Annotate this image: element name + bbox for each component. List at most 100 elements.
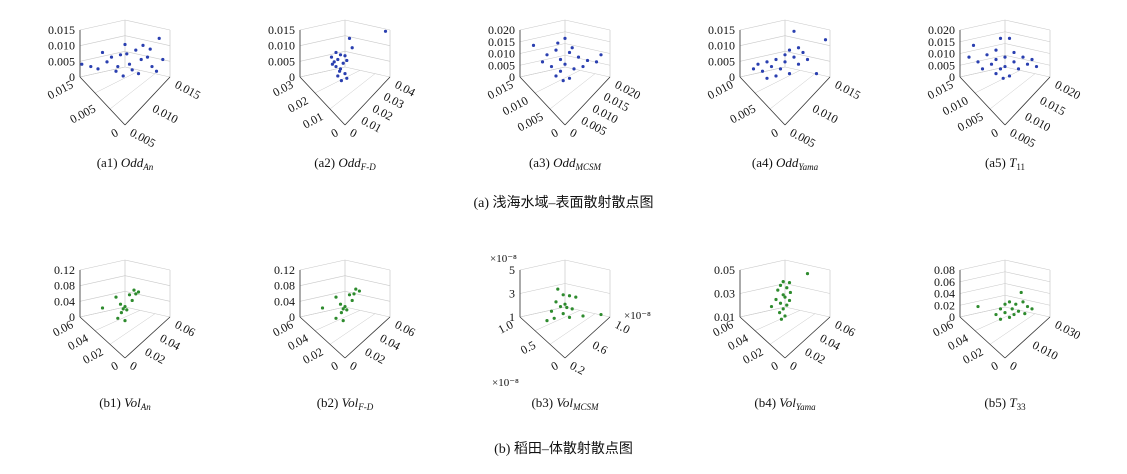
scatter-point <box>123 319 127 323</box>
scatter-point <box>778 283 783 287</box>
z-tick-label: 0.06 <box>934 275 955 289</box>
grid-line <box>1004 66 1051 78</box>
left-axis <box>299 316 346 359</box>
panel-caption-sub: MCSM <box>573 402 599 412</box>
left-tick-label: 0 <box>109 358 121 373</box>
z-tick-label: 0.04 <box>934 287 955 301</box>
grid-line <box>534 70 581 94</box>
scatter-point <box>567 315 572 319</box>
scatter-point <box>581 314 585 318</box>
z-tick-label: 0 <box>949 70 955 84</box>
z-scale-label: ×10⁻⁸ <box>490 253 517 265</box>
right-axis <box>344 316 391 359</box>
scatter-point <box>967 55 971 59</box>
right-tick-label: 0.010 <box>810 101 840 126</box>
panel-caption-base: Vol <box>124 395 141 410</box>
grid-line <box>94 70 141 94</box>
scatter-point <box>1012 50 1016 55</box>
scatter-point <box>788 290 793 295</box>
scatter-point <box>781 280 785 284</box>
right-axis <box>784 76 831 126</box>
scatter-point <box>563 302 567 306</box>
scatter-point <box>783 295 787 299</box>
left-tick-label: 0 <box>769 125 781 140</box>
left-tick-label: 0 <box>769 358 781 373</box>
panel-1-3: 0.050.030.010.060.040.02 00.060.040.020 <box>710 259 858 373</box>
scatter-point <box>994 48 998 52</box>
scatter-point <box>985 53 989 57</box>
left-tick-label: 0 <box>549 358 561 373</box>
grid-line <box>1004 54 1051 66</box>
scatter-point <box>123 42 127 47</box>
scatter-point <box>545 319 549 323</box>
scatter-point <box>1003 311 1007 315</box>
grid-line <box>989 73 1036 110</box>
grid-line <box>299 275 346 286</box>
grid-line <box>124 291 171 302</box>
grid-line <box>959 54 1006 66</box>
scatter-point <box>1007 74 1012 78</box>
scatter-point <box>760 69 765 73</box>
panel-caption-base: Vol <box>341 395 359 410</box>
scatter-point <box>554 300 558 304</box>
scatter-point <box>1003 302 1007 306</box>
right-scale-label: ×10⁻⁸ <box>624 310 651 322</box>
grid-line <box>739 283 786 294</box>
scatter-point <box>554 48 558 52</box>
grid-line <box>959 66 1006 78</box>
z-tick-label: 0 <box>729 70 735 84</box>
scatter-point <box>320 306 325 310</box>
grid-line <box>769 313 816 345</box>
z-tick-label: 0.05 <box>714 263 735 277</box>
grid-line <box>124 19 171 31</box>
grid-line <box>79 19 126 31</box>
scatter-point <box>756 62 760 66</box>
panel-caption: (b1) VolAn <box>35 395 215 412</box>
grid-line <box>299 19 346 31</box>
scatter-point <box>774 74 778 78</box>
left-tick-label: 0.005 <box>515 109 545 134</box>
scatter-point <box>121 74 125 78</box>
right-tick-label: 0.010 <box>1030 338 1060 363</box>
scatter-point <box>1010 307 1014 311</box>
grid-line <box>344 35 391 46</box>
left-tick-label: 0.005 <box>727 101 757 126</box>
scatter-point <box>109 55 114 59</box>
z-tick-label: 0.005 <box>488 58 515 72</box>
scatter-point <box>1021 300 1025 304</box>
scatter-point <box>778 301 783 305</box>
panel-0-3: 0.0150.0100.00500.0100.00500.0150.0100.0… <box>705 19 863 150</box>
grid-line <box>344 259 391 271</box>
panel-caption-base: Odd <box>776 155 799 170</box>
right-tick-label: 0.06 <box>393 317 418 339</box>
z-tick-label: 0.015 <box>48 23 75 37</box>
grid-line <box>1004 283 1051 294</box>
scatter-point <box>785 286 789 290</box>
right-tick-label: 0 <box>128 358 140 373</box>
panel-caption-sub: F-D <box>358 402 374 412</box>
scatter-point <box>1003 64 1007 69</box>
grid-line <box>79 275 126 286</box>
scatter-point <box>783 314 787 318</box>
scatter-point <box>783 60 787 64</box>
panel-caption-base: Odd <box>338 155 361 170</box>
scatter-point <box>161 57 165 62</box>
z-tick-label: 3 <box>509 287 515 301</box>
scatter-point <box>338 53 343 57</box>
right-axis <box>564 76 611 126</box>
grid-line <box>564 43 611 54</box>
grid-line <box>769 73 816 110</box>
grid-line <box>959 43 1006 54</box>
grid-line <box>109 313 156 345</box>
scatter-point <box>119 311 123 315</box>
left-tick-label: 0 <box>329 125 341 140</box>
scatter-point <box>1021 55 1025 59</box>
scatter-point <box>125 308 129 312</box>
z-tick-label: 0 <box>949 310 955 324</box>
scatter-point <box>787 298 792 303</box>
grid-line <box>989 313 1036 345</box>
right-axis <box>344 76 391 126</box>
scatter-point <box>778 67 783 71</box>
scatter-point <box>814 72 819 76</box>
